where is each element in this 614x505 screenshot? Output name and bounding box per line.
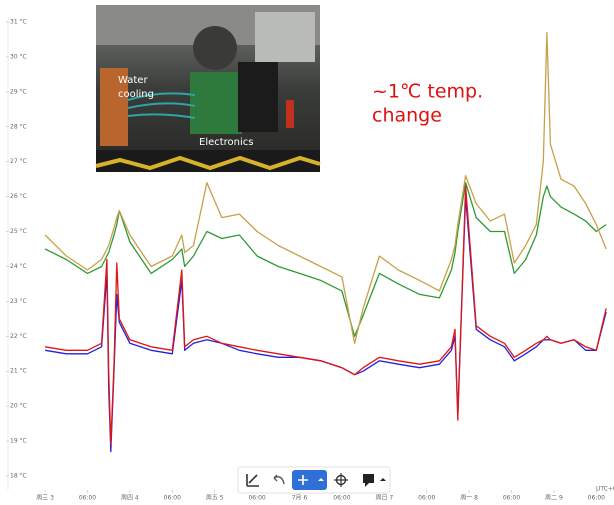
x-tick-label: 06:00 bbox=[79, 495, 96, 502]
y-tick-label: 29 °C bbox=[10, 88, 27, 95]
series-line bbox=[45, 186, 606, 445]
y-tick-label: 18 °C bbox=[10, 472, 27, 479]
x-tick-label: 7月 6 bbox=[292, 495, 308, 502]
x-tick-label: 周二 9 bbox=[545, 495, 563, 502]
y-tick-label: 20 °C bbox=[10, 403, 27, 410]
annotation: ~1℃ temp. bbox=[372, 81, 483, 103]
x-tick-label: 周一 8 bbox=[460, 495, 478, 502]
y-tick-label: 31 °C bbox=[10, 19, 27, 26]
series-line bbox=[45, 183, 606, 337]
y-tick-label: 28 °C bbox=[10, 123, 27, 130]
x-tick-label: 周四 4 bbox=[121, 495, 139, 502]
y-tick-label: 25 °C bbox=[10, 228, 27, 235]
x-tick-label: 周三 3 bbox=[36, 495, 54, 502]
x-tick-label: 周五 5 bbox=[206, 495, 224, 502]
x-tick-label: 06:00 bbox=[503, 495, 520, 502]
x-tick-label: 06:00 bbox=[333, 495, 350, 502]
y-tick-label: 27 °C bbox=[10, 158, 27, 165]
timezone-label: UTC+02: bbox=[596, 486, 614, 493]
y-tick-label: 23 °C bbox=[10, 298, 27, 305]
toolbar bbox=[238, 467, 390, 493]
y-tick-label: 24 °C bbox=[10, 263, 27, 270]
x-tick-label: 06:00 bbox=[588, 495, 605, 502]
photo-label: Water bbox=[118, 75, 148, 86]
x-tick-label: 06:00 bbox=[164, 495, 181, 502]
pan-button[interactable] bbox=[292, 470, 327, 490]
x-tick-label: 周日 7 bbox=[375, 495, 393, 502]
y-tick-label: 30 °C bbox=[10, 53, 27, 60]
y-tick-label: 26 °C bbox=[10, 193, 27, 200]
y-tick-label: 21 °C bbox=[10, 368, 27, 375]
annotation: change bbox=[372, 105, 442, 127]
y-tick-label: 22 °C bbox=[10, 333, 27, 340]
y-tick-label: 19 °C bbox=[10, 438, 27, 445]
photo-label: cooling bbox=[118, 89, 154, 100]
chart: 18 °C 19 °C 20 °C 21 °C 22 °C 23 °C 24 °C 25 °C… bbox=[0, 0, 614, 505]
x-tick-label: 06:00 bbox=[248, 495, 265, 502]
x-tick-label: 06:00 bbox=[418, 495, 435, 502]
photo-label: Electronics bbox=[199, 137, 254, 148]
